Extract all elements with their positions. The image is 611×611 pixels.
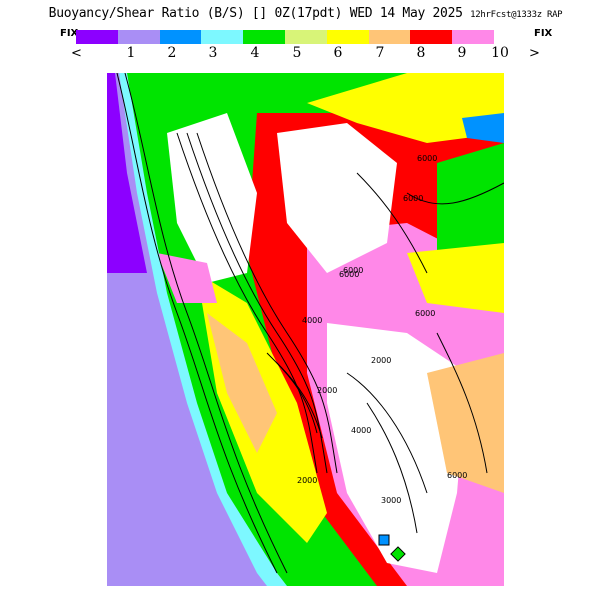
contour-label: 6000 xyxy=(415,309,435,318)
tick-label-7: 7 xyxy=(375,45,385,61)
color-swatch-3 xyxy=(159,30,202,44)
contour-label: 3000 xyxy=(381,496,401,505)
tick-label-5: 5 xyxy=(292,45,302,61)
tick-label-4: 4 xyxy=(250,45,260,61)
color-swatch-1 xyxy=(76,30,118,44)
contour-label: 6000 xyxy=(403,194,423,203)
region-pink-coast xyxy=(157,253,217,303)
region-green-ne xyxy=(437,143,504,273)
contour-label: 2000 xyxy=(297,476,317,485)
contour-label: 6000 xyxy=(343,266,363,275)
map-svg: 6000 6000 6000 6000 6000 4000 2000 2000 … xyxy=(107,73,504,586)
region-white-coastrange xyxy=(167,113,257,283)
contour-label: 6000 xyxy=(417,154,437,163)
color-swatch-7 xyxy=(326,30,369,44)
contour-label: 6000 xyxy=(339,270,359,279)
region-purple-ocean xyxy=(107,73,147,273)
color-swatch-4 xyxy=(201,30,244,44)
station-marker xyxy=(378,534,390,546)
contour-label: 4000 xyxy=(351,426,371,435)
color-scale-bar xyxy=(76,30,494,44)
prev-arrow-icon[interactable]: < xyxy=(71,46,82,61)
forecast-map: 6000 6000 6000 6000 6000 4000 2000 2000 … xyxy=(107,73,504,586)
map-title: Buoyancy/Shear Ratio (B/S) [] 0Z(17pdt) … xyxy=(0,6,611,21)
region-orange-valley xyxy=(207,313,277,453)
color-swatch-9 xyxy=(410,30,453,44)
station-marker xyxy=(390,546,406,562)
contour-lines xyxy=(116,73,504,574)
contour-label: 6000 xyxy=(447,471,467,480)
fix-left-button[interactable]: FIX xyxy=(60,28,79,39)
color-swatch-5 xyxy=(243,30,285,44)
region-blue-ne xyxy=(462,113,504,143)
color-swatch-6 xyxy=(284,30,327,44)
color-swatch-8 xyxy=(368,30,411,44)
contour-label: 4000 xyxy=(302,316,322,325)
next-arrow-icon[interactable]: > xyxy=(529,46,540,61)
tick-label-2: 2 xyxy=(167,45,177,61)
tick-label-3: 3 xyxy=(208,45,218,61)
color-swatch-10 xyxy=(452,30,494,44)
tick-label-1: 1 xyxy=(126,45,136,61)
region-yellow-east xyxy=(407,243,504,313)
tick-label-9: 9 xyxy=(457,45,467,61)
tick-label-8: 8 xyxy=(416,45,426,61)
title-run: 12hrFcst@1333z RAP xyxy=(470,10,563,20)
fix-right-button[interactable]: FIX xyxy=(534,28,553,39)
title-main: Buoyancy/Shear Ratio (B/S) [] 0Z(17pdt) … xyxy=(48,6,463,21)
tick-label-6: 6 xyxy=(333,45,343,61)
region-ocean-south xyxy=(107,273,197,473)
region-orange-east xyxy=(427,353,504,493)
region-yellow-north xyxy=(307,73,504,143)
tick-label-10: 10 xyxy=(491,45,509,61)
contour-label: 2000 xyxy=(317,386,337,395)
contour-label: 2000 xyxy=(371,356,391,365)
region-white-north xyxy=(277,123,397,273)
color-swatch-2 xyxy=(117,30,160,44)
